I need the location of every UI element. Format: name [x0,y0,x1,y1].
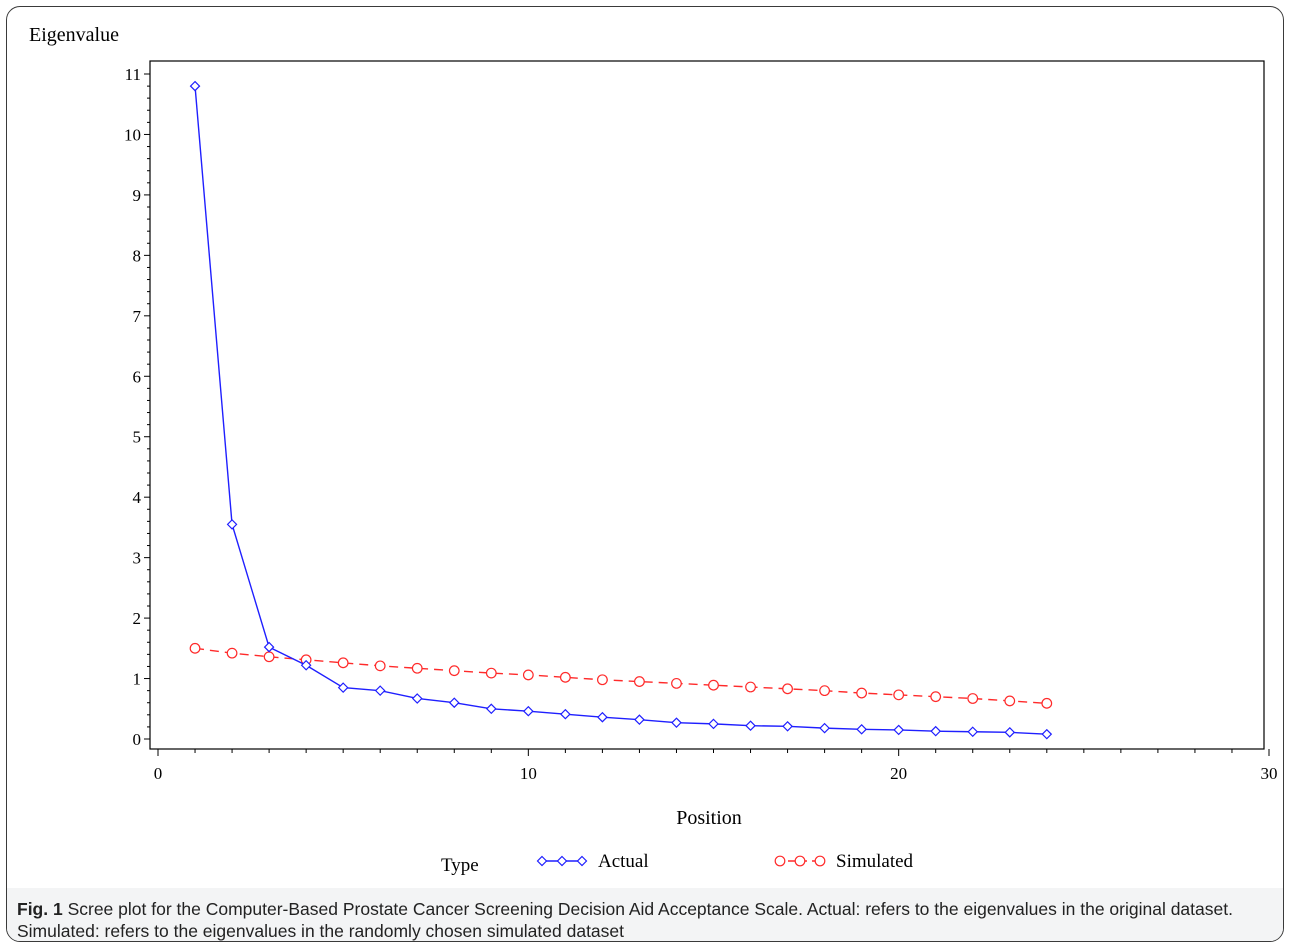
legend-marker-actual [556,855,568,867]
y-tick-label: 4 [133,488,142,507]
data-point-simulated [559,671,571,683]
y-tick-label: 7 [133,307,142,326]
data-point-simulated [226,647,238,659]
y-tick-label: 10 [124,125,141,144]
data-point-actual [708,718,719,730]
data-point-actual [634,714,645,726]
series-line-actual [194,86,1047,735]
data-point-actual [671,717,682,729]
y-tick-label: 11 [125,65,141,84]
legend-marker-actual [536,855,548,867]
legend-entry-actual: Actual [536,851,649,872]
x-tick-label: 20 [890,764,907,783]
y-tick-label: 8 [133,246,142,265]
data-point-simulated [708,679,719,691]
legend-title: Type [441,855,479,876]
data-point-simulated [930,691,942,703]
data-point-actual [560,708,571,720]
y-tick-label: 9 [133,186,142,205]
data-point-actual [893,724,905,736]
data-point-actual [485,703,497,715]
series-line-simulated [194,647,1047,705]
data-point-simulated [634,676,645,687]
data-point-simulated [374,660,386,672]
data-point-simulated [745,681,756,693]
series-simulated [189,642,1053,709]
data-point-simulated [782,683,793,695]
data-point-actual [1004,727,1016,738]
data-point-actual [300,659,312,671]
data-point-actual [967,726,979,738]
data-point-simulated [411,662,423,674]
scree-plot: Eigenvalue 0 1 2 3 4 5 6 7 8 9 10 11 0 10 20 30 Positi… [29,24,1278,876]
data-point-actual [337,682,349,693]
data-point-simulated [189,642,201,654]
data-point-actual [448,697,460,709]
x-axis-ticks: 0 10 20 30 [154,749,1278,783]
data-point-simulated [337,657,349,669]
data-point-actual [411,693,423,704]
y-tick-label: 6 [133,367,142,386]
caption-figure-label: Fig. 1 [17,899,63,919]
data-point-actual [522,705,534,717]
x-axis-label: Position [676,807,742,829]
legend: Type Actual Simulated [441,851,914,876]
data-point-actual [856,723,867,735]
data-point-actual [189,80,201,92]
data-point-actual [263,641,275,653]
data-point-simulated [522,669,534,681]
data-point-simulated [671,677,682,689]
series-layer [189,80,1053,740]
figure-caption: Fig. 1 Scree plot for the Computer-Based… [17,898,1279,941]
legend-label-actual: Actual [598,851,649,872]
data-point-simulated [263,651,275,663]
y-tick-label: 3 [133,549,142,568]
data-point-simulated [485,667,497,679]
data-point-actual [819,722,830,734]
x-tick-label: 0 [154,764,163,783]
legend-marker-simulated [794,855,806,867]
data-point-simulated [967,693,979,704]
y-tick-label: 2 [133,609,142,628]
y-axis-ticks: 0 1 2 3 4 5 6 7 8 9 10 11 [124,65,150,749]
data-point-actual [597,711,608,723]
series-actual [189,80,1053,740]
data-point-simulated [893,689,905,701]
x-tick-label: 30 [1261,764,1278,783]
data-point-simulated [856,687,868,699]
data-point-actual [1041,728,1053,740]
data-point-simulated [819,685,830,697]
data-point-simulated [448,665,460,677]
caption-background [7,888,1283,941]
data-point-actual [782,720,793,732]
data-point-simulated [1041,697,1053,709]
y-tick-label: 5 [133,428,142,447]
data-point-actual [374,685,386,696]
legend-marker-actual [576,855,588,867]
figure-frame: Eigenvalue 0 1 2 3 4 5 6 7 8 9 10 11 0 10 20 30 Positi… [6,6,1284,942]
y-tick-label: 0 [133,730,142,749]
legend-marker-simulated [814,855,826,867]
data-point-simulated [597,674,608,686]
x-tick-label: 10 [520,764,537,783]
caption-text: Scree plot for the Computer-Based Prosta… [17,899,1233,941]
legend-label-simulated: Simulated [836,851,914,872]
data-point-actual [745,720,756,732]
y-axis-label: Eigenvalue [29,24,119,46]
legend-marker-simulated [774,855,786,867]
data-point-actual [226,519,238,530]
data-point-actual [930,725,942,737]
data-point-simulated [1004,695,1016,707]
legend-entry-simulated: Simulated [774,851,914,872]
plot-area-frame [149,60,1265,750]
y-tick-label: 1 [133,670,142,689]
